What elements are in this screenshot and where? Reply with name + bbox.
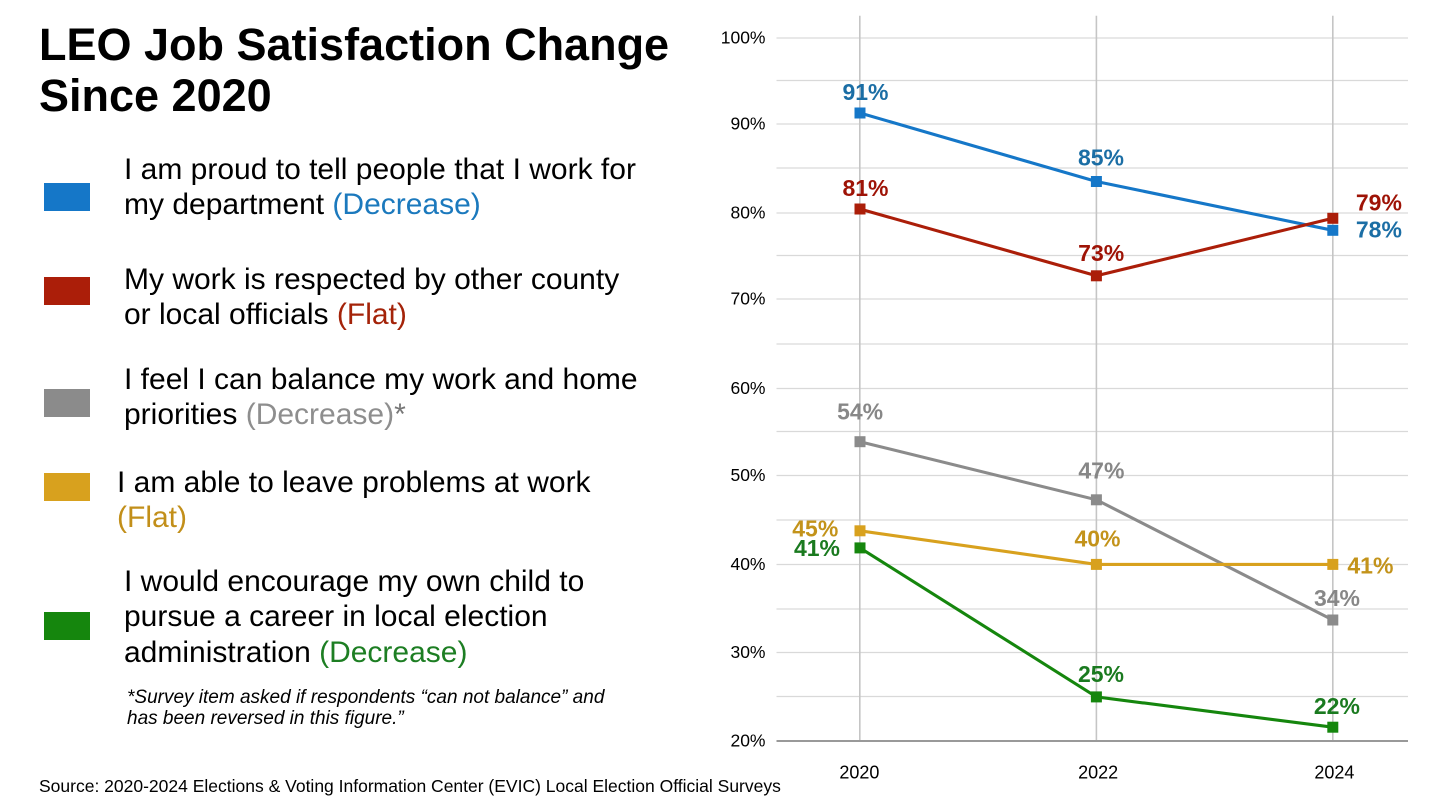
svg-text:41%: 41% (794, 535, 840, 561)
svg-text:2024: 2024 (1314, 763, 1354, 783)
svg-text:40%: 40% (1074, 526, 1120, 552)
svg-text:70%: 70% (730, 288, 765, 308)
svg-text:54%: 54% (837, 398, 883, 424)
svg-text:30%: 30% (730, 642, 765, 662)
svg-text:80%: 80% (730, 202, 765, 222)
svg-text:91%: 91% (842, 79, 888, 105)
svg-text:25%: 25% (1078, 661, 1124, 687)
svg-text:78%: 78% (1356, 217, 1402, 243)
svg-text:2022: 2022 (1078, 763, 1118, 783)
svg-text:45%: 45% (792, 516, 838, 542)
svg-text:85%: 85% (1078, 145, 1124, 171)
svg-text:73%: 73% (1078, 240, 1124, 266)
svg-text:41%: 41% (1347, 552, 1393, 578)
svg-text:79%: 79% (1356, 190, 1402, 216)
svg-text:90%: 90% (730, 113, 765, 133)
svg-text:2020: 2020 (839, 763, 879, 783)
svg-text:50%: 50% (730, 465, 765, 485)
svg-text:60%: 60% (730, 378, 765, 398)
svg-text:34%: 34% (1314, 585, 1360, 611)
svg-text:40%: 40% (730, 554, 765, 574)
svg-text:47%: 47% (1078, 458, 1124, 484)
svg-text:81%: 81% (842, 175, 888, 201)
svg-text:22%: 22% (1314, 693, 1360, 719)
svg-text:20%: 20% (730, 730, 765, 750)
svg-text:100%: 100% (721, 27, 766, 47)
